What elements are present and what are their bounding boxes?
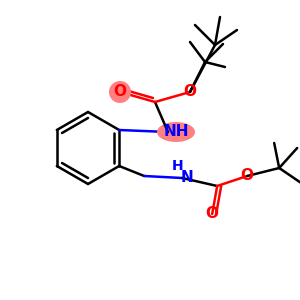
Text: NH: NH [163, 124, 189, 140]
Text: O: O [113, 85, 127, 100]
Text: N: N [181, 170, 194, 185]
Text: O: O [206, 206, 219, 221]
Text: O: O [184, 85, 196, 100]
Text: O: O [241, 169, 254, 184]
Ellipse shape [109, 81, 131, 103]
Text: H: H [171, 159, 183, 173]
Ellipse shape [157, 122, 195, 142]
